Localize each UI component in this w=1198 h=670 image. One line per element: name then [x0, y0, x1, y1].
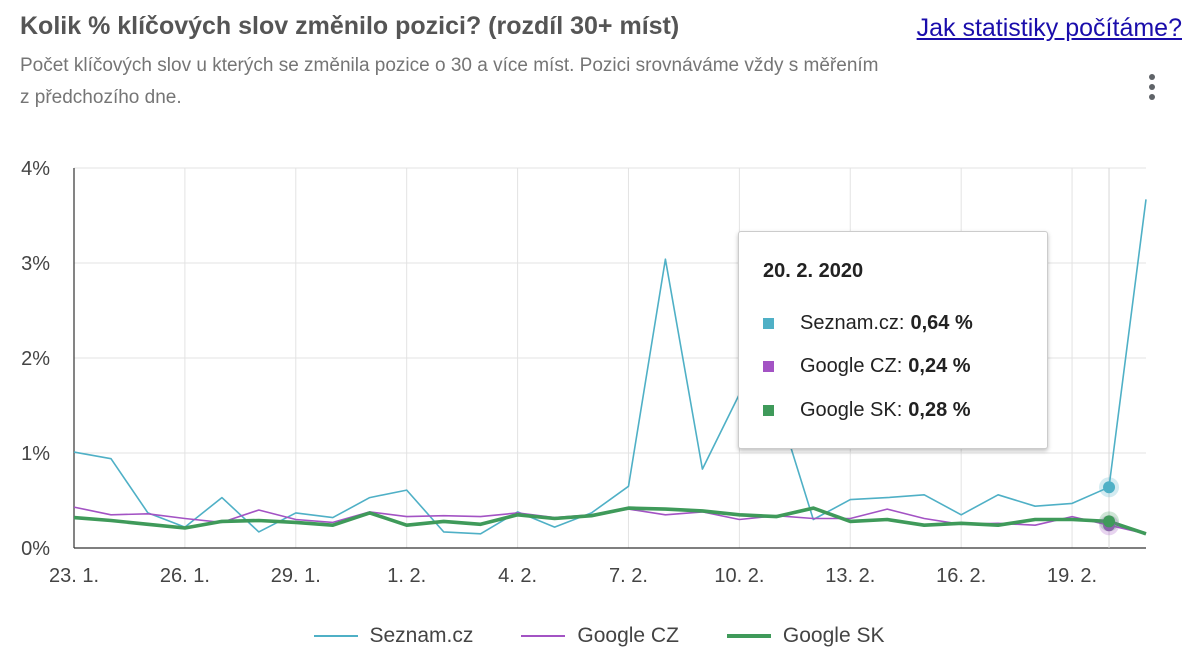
google-sk-swatch [763, 405, 774, 416]
tooltip-row-google-cz: Google CZ: 0,24 % [763, 355, 971, 378]
x-axis-labels: 23. 1. 26. 1. 29. 1. 1. 2. 4. 2. 7. 2. 10. 2. 1… [49, 565, 1097, 587]
y-tick-label: 2% [21, 348, 50, 370]
legend-line [313, 635, 358, 637]
legend-label: Google CZ [577, 624, 679, 647]
legend-item-google-sk[interactable]: Google SK [726, 624, 885, 648]
menu-dot [1149, 74, 1155, 80]
chart-subtitle: Počet klíčových slov u kterých se změnil… [20, 55, 879, 108]
chart-legend: Seznam.cz Google CZ Google SK [0, 624, 1198, 648]
legend-item-google-cz[interactable]: Google CZ [521, 624, 679, 648]
tooltip-row-seznam: Seznam.cz: 0,64 % [763, 312, 973, 335]
y-tick-label: 1% [21, 443, 50, 465]
tooltip-date: 20. 2. 2020 [763, 260, 864, 282]
x-tick-label: 10. 2. [714, 565, 764, 587]
seznam-swatch [763, 318, 774, 329]
y-tick-label: 0% [21, 538, 50, 560]
legend-item-seznam[interactable]: Seznam.cz [313, 624, 474, 648]
tooltip-value: 0,28 % [908, 399, 971, 421]
tooltip-value: 0,64 % [910, 312, 973, 334]
x-tick-label: 1. 2. [387, 565, 426, 587]
statistics-help-link[interactable]: Jak statistiky počítáme? [916, 14, 1182, 42]
legend-line [521, 635, 566, 637]
tooltip-row-google-sk: Google SK: 0,28 % [763, 399, 971, 422]
y-axis-labels: 0% 1% 2% 3% 4% [21, 158, 50, 560]
highlight-markers [1099, 477, 1120, 536]
x-tick-label: 19. 2. [1047, 565, 1097, 587]
tooltip-label: Google SK: [800, 399, 903, 421]
x-tick-label: 29. 1. [271, 565, 321, 587]
x-tick-label: 16. 2. [936, 565, 986, 587]
series-line-google-sk [73, 506, 1147, 536]
marker-point-seznam [1103, 481, 1116, 494]
y-tick-label: 4% [21, 158, 50, 180]
chart-tooltip: 20. 2. 2020 Seznam.cz: 0,64 % Google CZ:… [738, 231, 1048, 449]
tooltip-label: Google CZ: [800, 355, 903, 377]
x-tick-label: 23. 1. [49, 565, 99, 587]
tooltip-value: 0,24 % [908, 355, 971, 377]
x-tick-label: 26. 1. [160, 565, 210, 587]
x-tick-label: 13. 2. [825, 565, 875, 587]
y-tick-label: 3% [21, 253, 50, 275]
google-cz-swatch [763, 361, 774, 372]
legend-label: Seznam.cz [369, 624, 474, 647]
tooltip-label: Seznam.cz: [800, 312, 905, 334]
series-line-seznam [73, 199, 1147, 535]
chart-title: Kolik % klíčových slov změnilo pozici? (… [20, 12, 680, 40]
series-lines [73, 199, 1147, 536]
legend-label: Google SK [782, 624, 885, 647]
legend-line [726, 634, 771, 638]
menu-dot [1149, 84, 1155, 90]
x-tick-label: 7. 2. [609, 565, 648, 587]
menu-dot [1149, 94, 1155, 100]
marker-point-google-sk [1103, 515, 1116, 528]
more-vert-icon[interactable] [1140, 70, 1164, 104]
x-tick-label: 4. 2. [498, 565, 537, 587]
